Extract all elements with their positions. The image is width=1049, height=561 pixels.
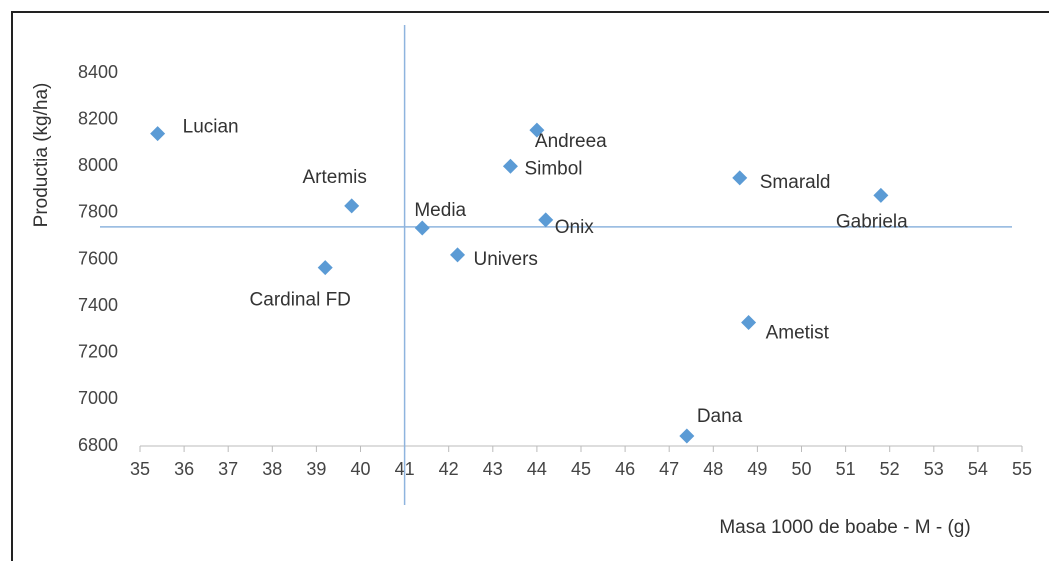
point — [741, 314, 757, 330]
x-tick-label: 45 — [571, 459, 591, 479]
frame — [11, 11, 1049, 561]
x-tick-label: 48 — [703, 459, 723, 479]
point-label: Univers — [474, 249, 538, 270]
point-label: Media — [414, 200, 466, 221]
x-tick-label: 51 — [836, 459, 856, 479]
point-label: Gabriela — [836, 211, 908, 232]
point — [873, 187, 889, 203]
x-tick-label: 49 — [747, 459, 767, 479]
x-tick-label: 42 — [439, 459, 459, 479]
y-tick-label: 7400 — [78, 295, 118, 315]
x-tick-label: 52 — [880, 459, 900, 479]
x-tick-label: 47 — [659, 459, 679, 479]
point — [502, 158, 518, 174]
point-label: Smarald — [760, 172, 831, 193]
point — [732, 170, 748, 186]
x-tick-label: 46 — [615, 459, 635, 479]
x-tick-label: 55 — [1012, 459, 1032, 479]
point — [529, 122, 545, 138]
point — [344, 198, 360, 214]
x-tick-label: 35 — [130, 459, 150, 479]
x-tick-label: 54 — [968, 459, 988, 479]
x-axis-title: Masa 1000 de boabe - M - (g) — [719, 517, 970, 538]
y-tick-label: 7800 — [78, 202, 118, 222]
point — [450, 247, 466, 263]
point-label: Andreea — [535, 131, 607, 152]
x-tick-label: 40 — [350, 459, 370, 479]
y-tick-label: 7200 — [78, 342, 118, 362]
y-axis-title: Productia (kg/ha) — [31, 83, 52, 228]
point-label: Onix — [555, 217, 595, 238]
point — [679, 428, 695, 444]
x-tick-label: 39 — [306, 459, 326, 479]
point-label: Simbol — [524, 158, 582, 179]
x-tick-label: 44 — [527, 459, 547, 479]
y-tick-label: 7600 — [78, 248, 118, 268]
y-tick-label: 8400 — [78, 62, 118, 82]
point — [317, 260, 333, 276]
x-tick-label: 53 — [924, 459, 944, 479]
y-tick-label: 8000 — [78, 155, 118, 175]
point — [538, 212, 554, 228]
point-label: Dana — [697, 406, 743, 427]
y-tick-label: 7000 — [78, 388, 118, 408]
y-tick-label: 6800 — [78, 435, 118, 455]
point-label: Artemis — [302, 167, 366, 188]
point-label: Ametist — [766, 322, 830, 343]
x-tick-label: 36 — [174, 459, 194, 479]
x-tick-label: 50 — [791, 459, 811, 479]
x-tick-label: 37 — [218, 459, 238, 479]
x-tick-label: 38 — [262, 459, 282, 479]
y-tick-label: 8200 — [78, 108, 118, 128]
x-tick-label: 43 — [483, 459, 503, 479]
point — [150, 126, 166, 142]
point-label: Cardinal FD — [250, 290, 351, 311]
point — [414, 220, 430, 236]
point-label: Lucian — [183, 117, 239, 138]
